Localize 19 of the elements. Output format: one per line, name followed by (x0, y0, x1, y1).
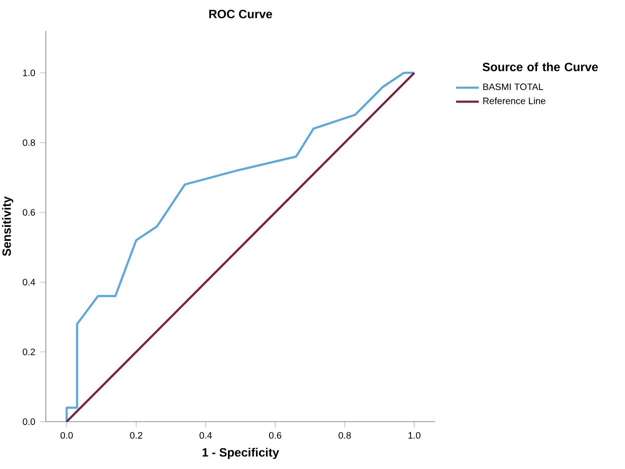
y-axis-title: Sensitivity (2, 196, 14, 256)
y-tick-label: 0.8 (22, 139, 36, 146)
y-tick-label: 0.4 (22, 278, 36, 286)
y-tick-label: 0.6 (22, 209, 35, 216)
x-tick-label: 0.0 (60, 432, 73, 439)
y-tick-label: 0.2 (22, 348, 35, 356)
x-tick-label: 0.2 (130, 432, 142, 439)
x-tick-label: 0.6 (269, 432, 282, 439)
legend-title: Source of the Curve (482, 62, 598, 72)
chart-title: ROC Curve (209, 10, 272, 18)
x-axis-title: 1 - Specificity (202, 448, 280, 460)
x-tick-label: 0.4 (200, 432, 212, 439)
x-tick-label: 0.8 (338, 432, 351, 439)
y-tick-label: 1.0 (23, 70, 36, 76)
legend-label: BASMI TOTAL (483, 83, 544, 90)
line-series (66, 72, 416, 423)
x-tick-label: 1.0 (408, 432, 420, 439)
legend-label: Reference Line (483, 97, 546, 104)
y-tick-label: 0.0 (22, 418, 36, 425)
